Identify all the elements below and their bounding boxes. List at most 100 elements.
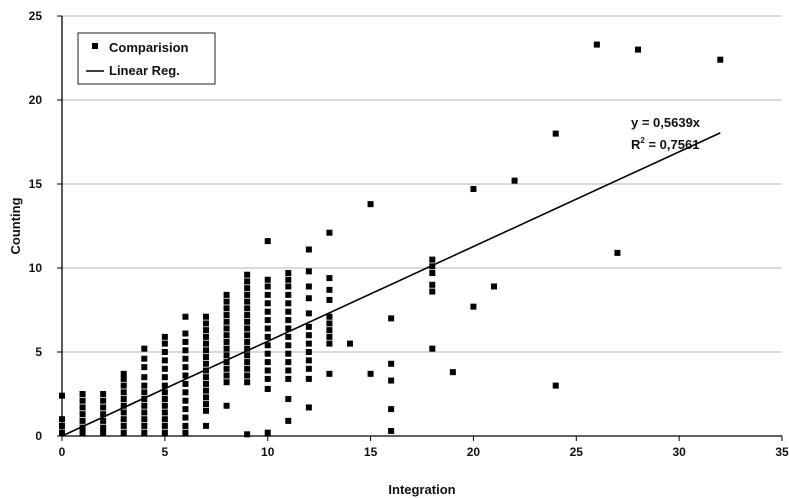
data-point (59, 392, 65, 399)
data-point (79, 429, 86, 436)
data-point (264, 283, 271, 290)
y-tick-labels: 0 5 10 15 20 25 (29, 9, 43, 443)
data-point (244, 338, 251, 345)
data-point (244, 285, 251, 292)
data-point (244, 372, 251, 379)
data-point (182, 338, 189, 345)
legend: Comparision Linear Reg. (77, 32, 216, 85)
data-point (182, 347, 189, 354)
data-point (223, 379, 230, 386)
data-point (470, 186, 477, 193)
data-point (120, 422, 127, 429)
plot-area (62, 16, 782, 436)
data-point (182, 429, 189, 436)
x-tick-label: 10 (261, 445, 275, 459)
data-point (244, 325, 251, 332)
data-point (244, 332, 251, 339)
data-point (161, 357, 168, 364)
data-point (141, 396, 148, 403)
data-point (244, 345, 251, 352)
x-axis-label: Integration (388, 482, 455, 497)
data-point (326, 340, 333, 347)
data-point (388, 377, 395, 384)
data-point (244, 291, 251, 298)
r-squared-superscript: 2 (640, 136, 645, 145)
data-point (203, 327, 209, 334)
data-point (120, 416, 127, 423)
data-point (120, 389, 127, 396)
x-tick-label: 25 (570, 445, 584, 459)
data-point (264, 300, 271, 307)
data-point (223, 312, 230, 319)
data-point (161, 409, 168, 416)
data-point (429, 281, 436, 288)
data-point (326, 327, 333, 334)
y-tick-label: 25 (29, 9, 43, 23)
data-point (305, 323, 312, 330)
x-tick-label: 20 (467, 445, 481, 459)
data-point (285, 396, 292, 403)
data-point (429, 345, 436, 352)
data-point (100, 391, 107, 397)
data-point (203, 333, 209, 340)
data-point (285, 317, 292, 324)
data-point (264, 359, 271, 366)
data-point (367, 370, 374, 377)
data-point (326, 229, 333, 236)
x-tick-label: 30 (672, 445, 686, 459)
y-tick-label: 5 (35, 345, 42, 359)
data-point (264, 385, 271, 392)
data-point (182, 355, 189, 362)
data-point (264, 238, 271, 245)
data-point (264, 317, 271, 324)
data-point (141, 409, 148, 416)
data-point (285, 342, 292, 349)
data-point (285, 325, 292, 332)
x-tick-label: 0 (59, 445, 66, 459)
data-point (285, 417, 292, 424)
axes (57, 15, 783, 441)
data-point (326, 320, 333, 327)
y-tick-label: 15 (29, 177, 43, 191)
data-point (141, 402, 148, 409)
data-point (79, 391, 86, 397)
data-point (223, 298, 230, 305)
data-point (285, 276, 292, 283)
regression-line-group (61, 132, 721, 437)
x-tick-label: 5 (162, 445, 169, 459)
data-point (161, 416, 168, 423)
data-point (141, 429, 148, 436)
legend-marker-square-icon (92, 43, 98, 49)
regression-annotation: y = 0,5639x R2 = 0,7561 (631, 115, 701, 152)
data-point (120, 375, 127, 382)
x-tick-label: 35 (775, 445, 789, 459)
data-point (141, 374, 148, 381)
data-point (305, 268, 312, 275)
data-point (203, 387, 209, 394)
data-point (305, 283, 312, 290)
data-point (161, 429, 168, 436)
data-point (161, 389, 168, 396)
equation-label: y = 0,5639x (631, 115, 701, 130)
data-point (203, 347, 209, 354)
data-point (388, 360, 395, 367)
data-point (223, 325, 230, 332)
data-point (593, 41, 600, 48)
data-point (141, 416, 148, 423)
data-point (429, 270, 436, 277)
data-point (203, 380, 209, 387)
data-point (203, 320, 209, 327)
data-point (285, 359, 292, 366)
data-point (244, 305, 251, 312)
data-point (285, 350, 292, 357)
y-tick-label: 20 (29, 93, 43, 107)
data-point (203, 374, 209, 381)
data-point (635, 46, 641, 53)
data-point (305, 349, 312, 355)
data-point (100, 397, 107, 404)
data-point (120, 429, 127, 436)
r-squared-value: = 0,7561 (645, 137, 700, 152)
data-point (182, 397, 189, 404)
data-point (59, 422, 65, 429)
data-point (79, 397, 86, 404)
